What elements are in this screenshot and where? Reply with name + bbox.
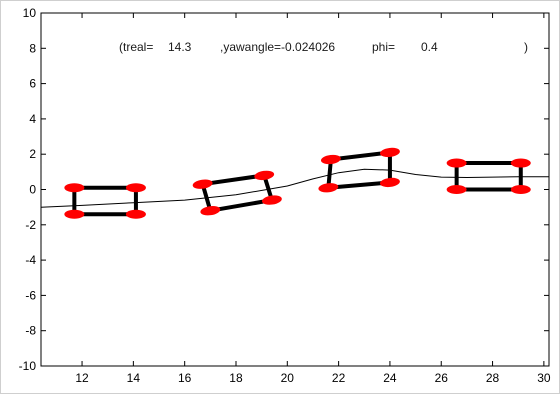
x-tick-label: 24	[383, 371, 397, 385]
vehicle-wheel	[318, 183, 339, 193]
y-tick-label: 2	[29, 147, 36, 161]
vehicle-wheel	[254, 170, 275, 181]
x-tick-label: 18	[229, 371, 243, 385]
vehicle-frame-edge	[200, 182, 213, 213]
vehicle-frame-edge	[200, 173, 267, 187]
x-tick-label: 22	[332, 371, 346, 385]
vehicle-wheel	[320, 154, 341, 165]
vehicle-wheel	[510, 158, 531, 168]
vehicle	[192, 170, 282, 216]
y-tick-label: 6	[29, 77, 36, 91]
title-yaw: ,yawangle=-0.024026	[220, 40, 335, 54]
y-tick-label: -4	[25, 253, 36, 267]
path-line	[40, 168, 549, 208]
title-close: )	[524, 40, 528, 54]
title-open: (treal=	[119, 40, 153, 54]
vehicle-wheel	[192, 179, 213, 189]
y-tick-label: 4	[29, 112, 36, 126]
vehicle-frame-edge	[326, 180, 392, 190]
y-tick-label: -6	[25, 288, 36, 302]
vehicle-layer	[64, 147, 531, 219]
y-tick-label: 0	[29, 183, 36, 197]
y-tick-label: 10	[23, 6, 37, 20]
path-layer	[40, 168, 549, 208]
vehicle-frame-edge	[208, 198, 274, 213]
vehicle-wheel	[125, 183, 146, 193]
vehicle-wheel	[200, 205, 221, 216]
y-tick-label: -10	[19, 359, 37, 373]
x-tick-label: 28	[486, 371, 500, 385]
vehicle-wheel	[510, 185, 531, 194]
vehicle-wheel	[446, 185, 467, 194]
vehicle-wheel	[379, 177, 400, 188]
vehicle-wheel	[64, 183, 85, 193]
vehicle-wheel	[379, 147, 400, 158]
x-tick-label: 30	[537, 371, 551, 385]
x-tick-label: 12	[75, 371, 89, 385]
title-treal-value: 14.3	[168, 40, 192, 54]
vehicle-wheel	[64, 209, 85, 219]
x-tick-label: 14	[127, 371, 141, 385]
vehicle-wheel	[125, 209, 146, 219]
x-tick-label: 26	[435, 371, 449, 385]
vehicle-frame-edge	[326, 157, 333, 190]
vehicle	[318, 147, 400, 193]
vehicle	[446, 158, 531, 194]
chart-title: (treal= 14.3 ,yawangle=-0.024026 phi= 0.…	[119, 40, 528, 54]
y-tick-label: -8	[25, 324, 36, 338]
y-tick-label: -2	[25, 218, 36, 232]
vehicle-wheel	[446, 158, 467, 168]
vehicle-wheel	[261, 195, 282, 205]
x-tick-label: 16	[178, 371, 192, 385]
vehicle	[64, 183, 146, 219]
y-tick-label: 8	[29, 41, 36, 55]
title-phi-label: phi=	[372, 40, 395, 54]
title-phi-value: 0.4	[421, 40, 438, 54]
x-tick-label: 20	[281, 371, 295, 385]
